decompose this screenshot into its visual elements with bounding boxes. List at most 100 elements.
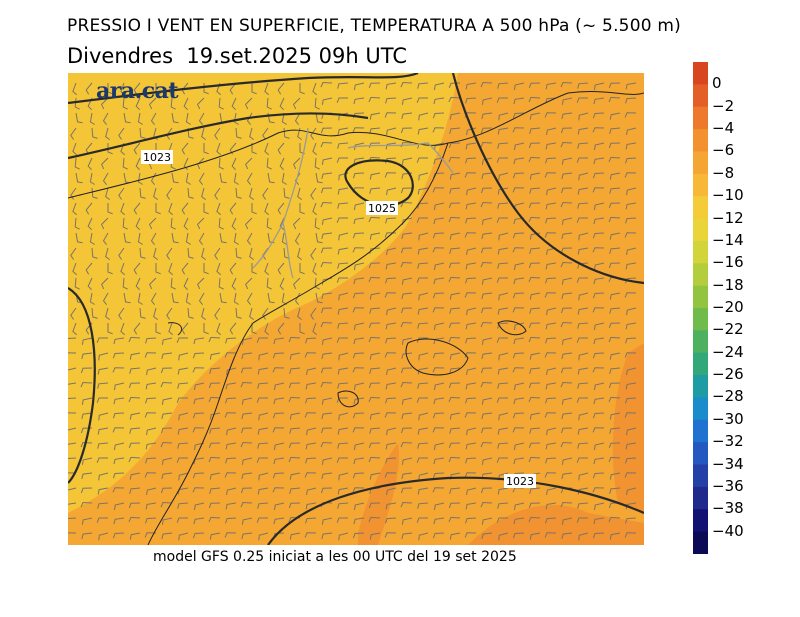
- wind-barb: [283, 187, 290, 199]
- wind-barb: [512, 127, 525, 133]
- colorbar-tick-label: −22: [712, 320, 744, 339]
- wind-barb: [87, 157, 93, 171]
- wind-barb: [592, 307, 605, 313]
- wind-barb: [231, 97, 237, 111]
- wind-barb: [85, 82, 93, 95]
- wind-barb: [139, 307, 146, 319]
- wind-barb: [432, 187, 445, 193]
- wind-barb: [497, 502, 509, 509]
- wind-barb: [625, 142, 637, 150]
- wind-barb: [177, 382, 189, 389]
- wind-barb: [112, 352, 125, 359]
- wind-barb: [609, 247, 621, 254]
- wind-barb: [592, 472, 605, 479]
- wind-barb: [594, 502, 605, 511]
- wind-barb: [449, 487, 461, 494]
- wind-barb: [576, 217, 588, 223]
- wind-barb: [560, 321, 573, 328]
- wind-barb: [75, 232, 83, 244]
- colorbar-tick-label: −30: [712, 409, 744, 428]
- wind-barb: [496, 157, 508, 163]
- wind-barb: [578, 112, 589, 121]
- colorbar-swatch: [693, 173, 708, 197]
- wind-barb: [218, 217, 224, 230]
- wind-barb: [416, 157, 428, 163]
- wind-barb: [312, 202, 318, 216]
- wind-barb: [89, 112, 95, 125]
- wind-barb: [225, 457, 237, 464]
- wind-barb: [320, 127, 333, 134]
- wind-barb: [466, 307, 477, 316]
- wind-barb: [514, 442, 525, 451]
- wind-barb: [297, 187, 302, 201]
- wind-barb: [312, 142, 318, 156]
- wind-barb: [624, 232, 637, 238]
- wind-barb: [352, 487, 365, 493]
- wind-barb: [384, 172, 397, 178]
- wind-barb: [249, 247, 254, 261]
- wind-barb: [400, 367, 413, 374]
- colorbar-tick-label: −12: [712, 208, 744, 227]
- wind-barb: [262, 247, 269, 260]
- wind-barb: [289, 532, 301, 540]
- wind-barb: [400, 321, 413, 328]
- wind-barb: [368, 382, 381, 388]
- wind-barb: [594, 322, 605, 331]
- wind-barb: [354, 202, 365, 211]
- colorbar-swatch: [693, 240, 708, 264]
- wind-barb: [497, 442, 509, 449]
- wind-barb: [192, 427, 205, 433]
- wind-barb: [448, 382, 461, 388]
- wind-barb: [560, 187, 573, 194]
- wind-barb: [593, 337, 605, 345]
- wind-barb: [625, 82, 637, 90]
- isobar-labels: 1023 1025 1023: [141, 150, 536, 488]
- wind-barb: [528, 262, 541, 268]
- colorbar-swatch: [693, 375, 708, 398]
- wind-barb: [336, 157, 348, 163]
- wind-barb: [368, 442, 381, 448]
- wind-barb: [168, 322, 174, 336]
- wind-barb: [68, 517, 77, 520]
- wind-barb: [498, 292, 509, 301]
- isobars: [68, 73, 644, 545]
- wind-barb: [192, 352, 205, 359]
- wind-barb: [304, 412, 317, 418]
- wind-barb: [498, 112, 509, 121]
- wind-barb: [257, 427, 269, 435]
- wind-barb: [68, 352, 77, 354]
- wind-barb: [91, 127, 98, 139]
- wind-barb: [577, 322, 589, 329]
- wind-barb: [352, 127, 365, 133]
- wind-barb: [272, 352, 285, 359]
- wind-barb: [448, 322, 461, 328]
- wind-barb: [528, 156, 541, 163]
- wind-barb: [561, 172, 573, 180]
- wind-barb: [277, 322, 285, 335]
- wind-barb: [625, 442, 637, 450]
- wind-barb: [97, 367, 109, 375]
- wind-barb: [577, 202, 589, 209]
- wind-barb: [385, 502, 397, 510]
- colorbar-swatch: [693, 218, 708, 242]
- wind-barb: [384, 292, 397, 298]
- wind-barb: [528, 442, 541, 448]
- wind-barb: [400, 307, 413, 314]
- wind-barb: [592, 232, 605, 239]
- wind-barb: [481, 412, 493, 420]
- colorbar-tick-label: −16: [712, 253, 744, 272]
- wind-barb: [218, 277, 224, 290]
- wind-barb: [209, 427, 221, 434]
- wind-barb: [192, 367, 205, 373]
- wind-barb: [513, 157, 525, 165]
- wind-barb: [432, 472, 445, 479]
- wind-barb: [144, 412, 157, 418]
- wind-barb: [592, 127, 605, 133]
- wind-barb: [118, 307, 125, 320]
- colorbar-tick-label: −38: [712, 499, 744, 518]
- wind-barb: [279, 217, 285, 231]
- wind-barb: [368, 456, 381, 463]
- wind-barb: [352, 247, 365, 253]
- region-borders: [252, 127, 454, 279]
- wind-barb: [183, 277, 189, 291]
